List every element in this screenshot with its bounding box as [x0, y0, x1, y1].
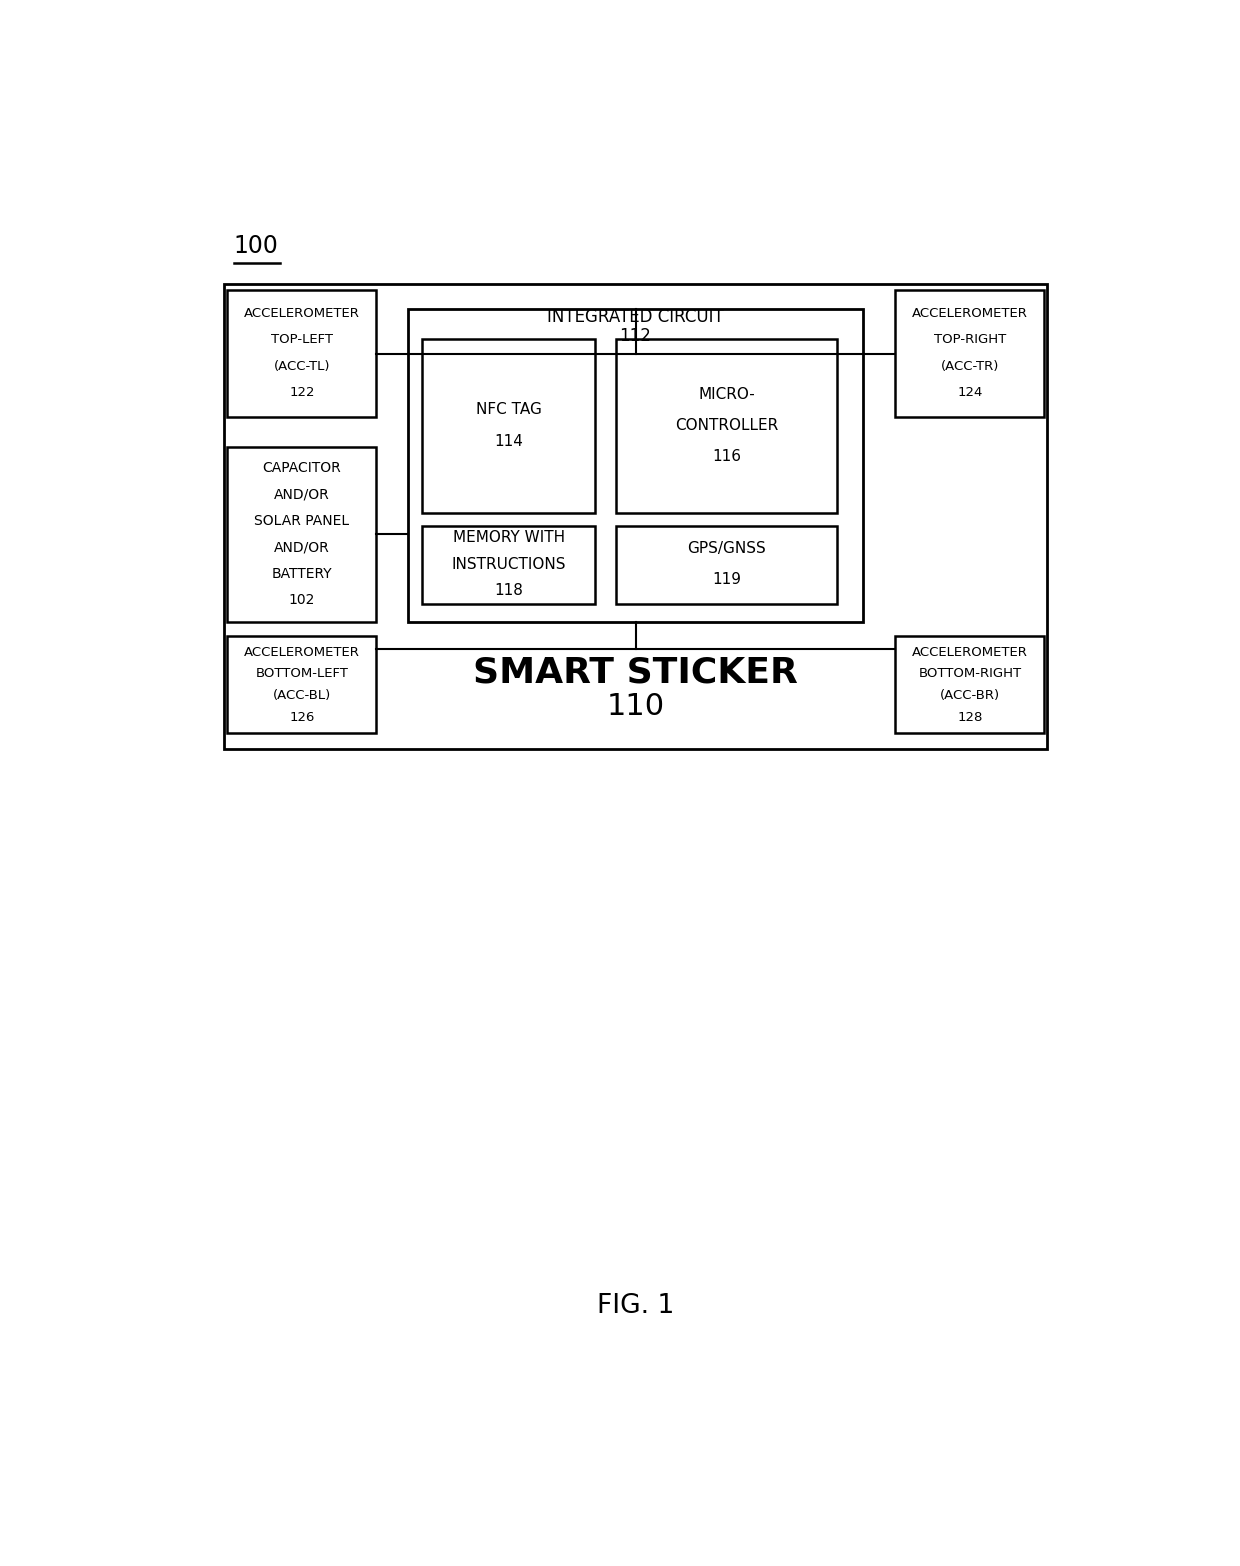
- Text: NFC TAG: NFC TAG: [476, 402, 542, 417]
- Text: ACCELEROMETER: ACCELEROMETER: [911, 307, 1028, 319]
- Bar: [422, 526, 595, 604]
- Text: 122: 122: [289, 387, 315, 399]
- Text: CAPACITOR: CAPACITOR: [263, 460, 341, 474]
- Text: SMART STICKER: SMART STICKER: [474, 656, 797, 689]
- Bar: [224, 285, 1047, 749]
- Bar: [408, 309, 863, 622]
- Text: SOLAR PANEL: SOLAR PANEL: [254, 514, 350, 528]
- Text: INTEGRATED CIRCUIT: INTEGRATED CIRCUIT: [547, 309, 724, 326]
- Text: 112: 112: [620, 327, 651, 345]
- Text: (ACC-TL): (ACC-TL): [274, 360, 330, 373]
- Text: 118: 118: [495, 583, 523, 598]
- Text: 100: 100: [234, 233, 279, 258]
- Text: BATTERY: BATTERY: [272, 567, 332, 581]
- Text: 119: 119: [712, 572, 742, 587]
- Text: MICRO-: MICRO-: [698, 387, 755, 401]
- Bar: [616, 338, 837, 514]
- Text: 114: 114: [495, 434, 523, 448]
- Bar: [616, 526, 837, 604]
- Text: 116: 116: [712, 449, 742, 464]
- Text: BOTTOM-LEFT: BOTTOM-LEFT: [255, 667, 348, 680]
- Text: INSTRUCTIONS: INSTRUCTIONS: [451, 556, 565, 572]
- Text: AND/OR: AND/OR: [274, 540, 330, 554]
- Bar: [227, 636, 376, 733]
- Text: 126: 126: [289, 711, 315, 723]
- Text: FIG. 1: FIG. 1: [596, 1292, 675, 1319]
- Bar: [227, 448, 376, 622]
- Text: TOP-LEFT: TOP-LEFT: [272, 334, 334, 346]
- Text: BOTTOM-RIGHT: BOTTOM-RIGHT: [919, 667, 1022, 680]
- Text: 128: 128: [957, 711, 982, 723]
- Text: (ACC-BR): (ACC-BR): [940, 689, 999, 702]
- Text: MEMORY WITH: MEMORY WITH: [453, 531, 564, 545]
- Text: CONTROLLER: CONTROLLER: [675, 418, 779, 432]
- Bar: [227, 290, 376, 417]
- Bar: [422, 338, 595, 514]
- Text: 124: 124: [957, 387, 982, 399]
- Text: GPS/GNSS: GPS/GNSS: [687, 540, 766, 556]
- Text: (ACC-BL): (ACC-BL): [273, 689, 331, 702]
- Bar: [895, 636, 1044, 733]
- Text: AND/OR: AND/OR: [274, 487, 330, 501]
- Text: ACCELEROMETER: ACCELEROMETER: [244, 307, 360, 319]
- Bar: [895, 290, 1044, 417]
- Text: 110: 110: [606, 692, 665, 720]
- Text: ACCELEROMETER: ACCELEROMETER: [244, 645, 360, 659]
- Text: 102: 102: [289, 594, 315, 608]
- Text: ACCELEROMETER: ACCELEROMETER: [911, 645, 1028, 659]
- Text: (ACC-TR): (ACC-TR): [941, 360, 999, 373]
- Text: TOP-RIGHT: TOP-RIGHT: [934, 334, 1006, 346]
